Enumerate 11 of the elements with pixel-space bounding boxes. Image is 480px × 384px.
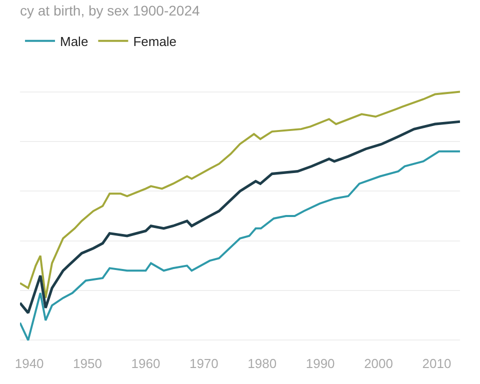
- chart-title: cy at birth, by sex 1900-2024: [20, 2, 200, 19]
- x-tick-label: 2010: [422, 356, 452, 371]
- x-tick-label: 2000: [364, 356, 393, 371]
- legend-label: Male: [60, 34, 88, 49]
- x-tick-label: 1950: [73, 356, 102, 371]
- legend-label: Female: [133, 34, 177, 49]
- x-tick-label: 1990: [306, 356, 335, 371]
- x-tick-label: 1980: [248, 356, 277, 371]
- x-tick-label: 1960: [131, 356, 160, 371]
- x-tick-label: 1940: [14, 356, 44, 371]
- x-tick-label: 1970: [189, 356, 218, 371]
